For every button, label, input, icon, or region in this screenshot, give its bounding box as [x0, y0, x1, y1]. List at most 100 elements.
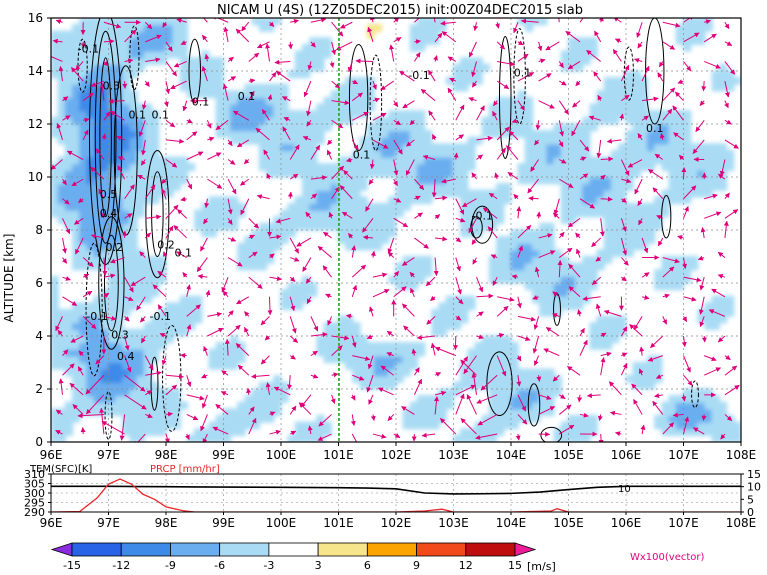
wind-shading: [51, 18, 741, 442]
sub-right-tick: 10: [747, 481, 761, 494]
svg-text:-0.1: -0.1: [472, 209, 493, 222]
x-tick-label: 108E: [726, 448, 757, 462]
x-tick-label: 99E: [212, 448, 235, 462]
contour-label: 0.4: [117, 350, 135, 363]
colorbar-box: [170, 542, 221, 557]
svg-text:0.1: 0.1: [353, 148, 371, 161]
sub-left-tick: 295: [24, 497, 45, 510]
sub-x-tick: 105E: [553, 516, 584, 530]
y-tick-label: 0: [35, 435, 43, 449]
x-tick-label: 100E: [266, 448, 297, 462]
svg-text:-0.1: -0.1: [78, 42, 99, 55]
colorbar-tick: 12: [459, 559, 473, 572]
colorbar-box: [465, 542, 516, 557]
svg-text:0.4: 0.4: [117, 350, 135, 363]
svg-text:0.3: 0.3: [111, 329, 129, 342]
contour-label: 0.1: [353, 148, 371, 161]
svg-text:0.1: 0.1: [646, 122, 664, 135]
svg-text:0.1: 0.1: [192, 95, 210, 108]
y-tick-label: 16: [28, 11, 43, 25]
main-x-axis: 96E 97E 98E 99E 100E 101E 102E 103E 104E 105E 106E…: [40, 442, 757, 462]
y-tick-label: 14: [28, 64, 43, 78]
contour-label: -0.1: [408, 69, 429, 82]
sub-x-tick: 108E: [726, 516, 757, 530]
colorbar-box: [366, 542, 417, 557]
x-tick-label: 104E: [496, 448, 527, 462]
contour-label: 0.3: [111, 329, 129, 342]
colorbar-tick: -6: [214, 559, 225, 572]
sub-x-tick: 98E: [155, 516, 178, 530]
contour-label: -0.1: [150, 310, 171, 323]
contour-label: 0.2: [106, 241, 124, 254]
colorbar-low-triangle: [50, 542, 73, 557]
main-y-axis: 0 2 4 6 8 10 12 14 16: [28, 11, 51, 449]
svg-text:0.1: 0.1: [238, 90, 256, 103]
sub-x-tick: 102E: [381, 516, 412, 530]
colorbar-box: [219, 542, 270, 557]
svg-text:0.5: 0.5: [100, 188, 118, 201]
colorbar-tick: 6: [364, 559, 371, 572]
x-tick-label: 105E: [553, 448, 584, 462]
surface-chart: TEM(SFC)[K] PRCP [mm/hr] 10 310305300295…: [24, 464, 761, 530]
contour-label: 0.1: [192, 95, 210, 108]
sub-left-tick: 310: [24, 468, 45, 481]
y-axis-label: ALTITUDE [km]: [2, 234, 16, 323]
colorbar-tick: 3: [315, 559, 322, 572]
prcp-series: [51, 478, 741, 512]
svg-text:-0.1: -0.1: [86, 310, 107, 323]
y-tick-label: 2: [35, 382, 43, 396]
colorbar-unit: [m/s]: [527, 560, 556, 573]
colorbar-tick: -12: [112, 559, 130, 572]
sub-grid: [51, 474, 741, 512]
contour-label: -0.1: [78, 42, 99, 55]
x-tick-label: 98E: [155, 448, 178, 462]
x-tick-label: 106E: [611, 448, 642, 462]
sub-x-tick: 106E: [611, 516, 642, 530]
vector-legend: Wx100(vector): [630, 552, 705, 563]
colorbar-box: [71, 542, 122, 557]
chart-title: NICAM U (4S) (12Z05DEC2015) init:00Z04DE…: [217, 3, 583, 18]
contour-label: 0.2: [157, 239, 175, 252]
wind-vectors: [51, 18, 740, 442]
contour-label: 0.4: [100, 207, 118, 220]
x-tick-label: 96E: [40, 448, 63, 462]
svg-text:0.1: 0.1: [152, 109, 170, 122]
sub-x-tick: 107E: [668, 516, 699, 530]
contour-label: 0.1: [514, 66, 532, 79]
colorbar-tick: -15: [63, 559, 81, 572]
colorbar: -15 -12 -9 -6 -3 3 6 9 12 15: [50, 542, 537, 572]
contour-labels: -0.10.30.1 0.10.10.50.40.2 0.20.10.1-0.10.…: [78, 42, 664, 362]
colorbar-tick: 15: [508, 559, 522, 572]
x-tick-label: 107E: [668, 448, 699, 462]
contour-label: -0.1: [472, 209, 493, 222]
colorbar-box: [416, 542, 467, 557]
x-tick-label: 97E: [97, 448, 120, 462]
svg-text:0.4: 0.4: [100, 207, 118, 220]
y-tick-label: 8: [35, 223, 43, 237]
sub-left-tick: 300: [24, 487, 45, 500]
sub-x-tick: 100E: [266, 516, 297, 530]
contour-label: 0.1: [646, 122, 664, 135]
sub-x-tick: 101E: [323, 516, 354, 530]
colorbar-box: [317, 542, 368, 557]
sub-right-tick: 15: [747, 468, 761, 481]
colorbar-box: [120, 542, 171, 557]
sub-left-tick: 290: [24, 506, 45, 519]
y-tick-label: 10: [28, 170, 43, 184]
colorbar-tick: -9: [165, 559, 176, 572]
contour-label: 0.1: [175, 247, 193, 260]
sub-annotation: 10: [618, 484, 631, 495]
sub-right-tick: 0: [747, 506, 754, 519]
sub-lines: [51, 478, 741, 512]
sub-x-tick: 97E: [97, 516, 120, 530]
y-tick-label: 12: [28, 117, 43, 131]
x-tick-label: 103E: [438, 448, 469, 462]
colorbar-tick: 9: [413, 559, 420, 572]
svg-text:0.2: 0.2: [157, 239, 175, 252]
y-tick-label: 6: [35, 276, 43, 290]
svg-text:0.2: 0.2: [106, 241, 124, 254]
colorbar-high-triangle: [514, 542, 537, 557]
sub-left-tick: 305: [24, 478, 45, 491]
svg-text:0.1: 0.1: [514, 66, 532, 79]
